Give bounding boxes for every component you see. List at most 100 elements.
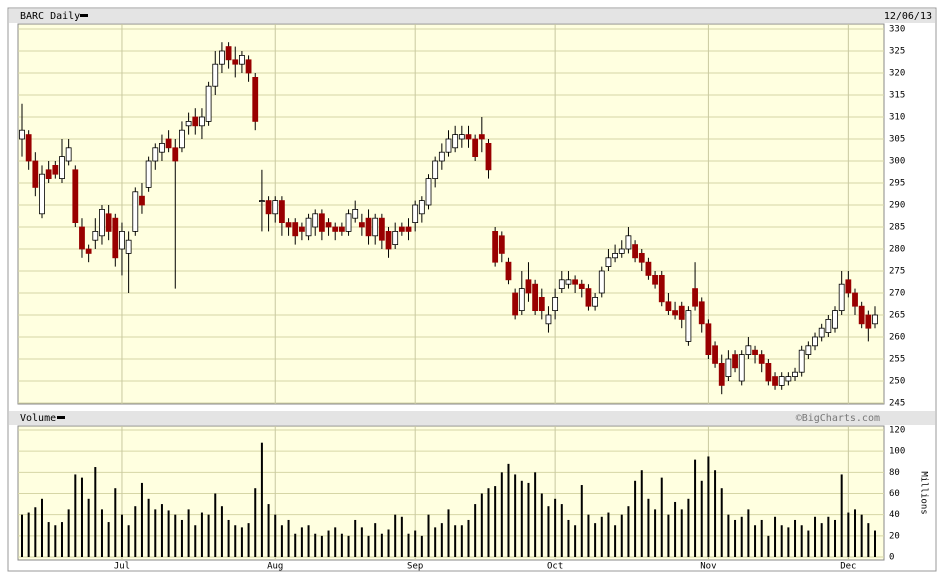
candle-body [352, 208, 359, 219]
candle-body [665, 301, 672, 311]
candle-body [838, 283, 845, 312]
volume-bar [694, 459, 697, 557]
candle-body [765, 362, 772, 382]
volume-bar [687, 498, 690, 557]
volume-bar [734, 519, 737, 557]
volume-bar [280, 525, 283, 557]
volume-bar [320, 535, 323, 557]
y-tick-label: 120 [889, 426, 905, 436]
volume-bar [234, 525, 237, 557]
volume-axis-label: Millions [919, 471, 929, 514]
volume-bar [674, 501, 677, 557]
candle-body [772, 376, 778, 386]
volume-bar [347, 535, 350, 557]
volume-bar [354, 519, 357, 557]
y-tick-label: 285 [889, 223, 905, 233]
volume-bar [474, 504, 477, 557]
x-tick-label: Oct [547, 562, 563, 572]
volume-bar [340, 533, 343, 557]
source-label: ©BigCharts.com [796, 413, 880, 424]
candle-body [239, 55, 245, 65]
volume-bar [640, 470, 643, 557]
candle-body [325, 222, 332, 228]
volume-bar [660, 477, 663, 557]
candle-body [159, 142, 165, 153]
candle-body [698, 301, 705, 325]
volume-bar [274, 514, 277, 557]
candle-body [825, 318, 832, 333]
candle-body [412, 204, 419, 224]
candle-body [705, 323, 712, 355]
date-label: 12/06/13 [884, 11, 932, 22]
volume-bar [327, 530, 330, 557]
candle-body [99, 208, 105, 237]
candle-body [792, 371, 798, 378]
candle-body [105, 213, 112, 232]
volume-bar [440, 523, 443, 557]
candle-body [385, 230, 392, 250]
volume-bar [180, 519, 183, 557]
volume-bar [247, 523, 250, 557]
candle-body [592, 296, 599, 307]
candle-body [139, 195, 145, 206]
candle-body [672, 310, 678, 316]
header-bar [9, 9, 935, 23]
candle-body [25, 134, 32, 162]
volume-bar [27, 512, 30, 557]
candle-body [65, 147, 72, 162]
candle-body [452, 134, 459, 149]
candle-body [418, 200, 425, 215]
candle-body [85, 248, 92, 254]
volume-bar [54, 525, 57, 557]
candle-body [119, 230, 125, 250]
candle-body [552, 296, 559, 311]
volume-bar [167, 510, 170, 557]
volume-bar [147, 498, 150, 557]
candle-body [478, 134, 485, 140]
candle-body [365, 217, 372, 237]
candle-body [392, 230, 399, 245]
volume-bar [87, 498, 90, 557]
x-tick-label: Aug [267, 562, 283, 572]
candle-body [378, 217, 385, 241]
volume-bar [134, 506, 137, 557]
volume-bar [647, 498, 650, 557]
y-tick-label: 60 [889, 489, 900, 499]
x-tick-label: Sep [407, 562, 423, 572]
volume-bar [814, 516, 817, 557]
candle-body [865, 314, 872, 329]
candle-body [438, 151, 445, 162]
volume-bar [634, 480, 637, 557]
volume-bar [780, 525, 783, 557]
candle-body [372, 217, 379, 237]
candle-body [165, 138, 172, 149]
candle-body [518, 288, 525, 312]
candle-body [212, 63, 219, 87]
candle-body [172, 147, 179, 162]
volume-bar [667, 514, 670, 557]
volume-bar [420, 535, 423, 557]
volume-bar [127, 525, 130, 557]
volume-bar [94, 467, 97, 557]
candle-body [498, 235, 505, 254]
title-swatch [80, 14, 88, 17]
candle-body [185, 121, 192, 127]
volume-bar [414, 530, 417, 557]
volume-bar [200, 512, 203, 557]
candle-body [605, 257, 612, 267]
y-tick-label: 250 [889, 377, 905, 387]
candle-body [432, 160, 439, 180]
volume-bar [21, 514, 23, 557]
candle-body [538, 296, 545, 311]
volume-bar [540, 493, 543, 557]
candle-body [125, 239, 132, 254]
volume-bar [260, 442, 263, 557]
candle-body [692, 288, 698, 307]
candle-body [725, 358, 732, 378]
candle-body [152, 147, 159, 162]
volume-bar [514, 474, 517, 557]
candle-body [632, 244, 638, 259]
candle-body [338, 226, 345, 232]
volume-bar [714, 470, 717, 557]
candle-body [318, 213, 325, 232]
